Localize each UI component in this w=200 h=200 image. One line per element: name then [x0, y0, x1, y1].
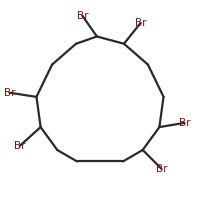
- Text: Br: Br: [77, 11, 88, 21]
- Text: Br: Br: [135, 18, 146, 28]
- Text: Br: Br: [4, 88, 15, 98]
- Text: Br: Br: [179, 118, 190, 128]
- Text: Br: Br: [156, 164, 167, 174]
- Text: Br: Br: [14, 141, 26, 151]
